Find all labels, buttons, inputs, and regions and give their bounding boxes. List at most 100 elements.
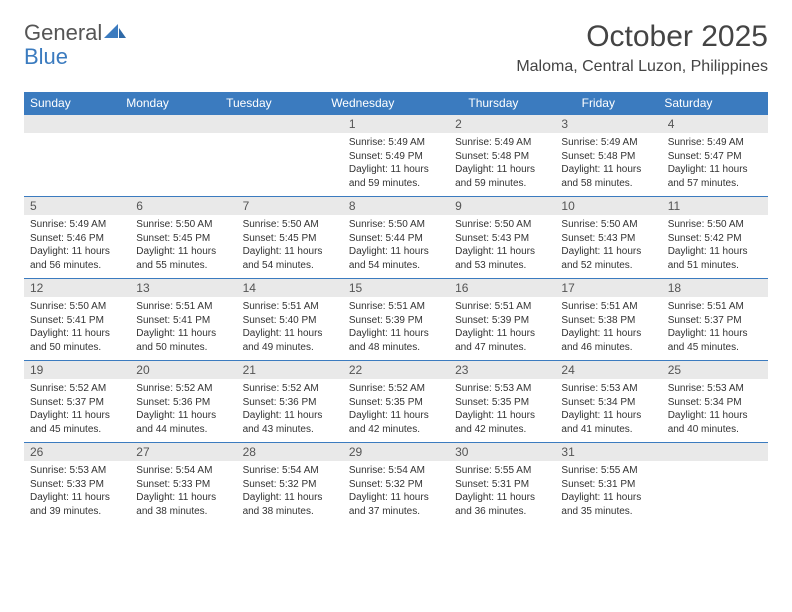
sunrise-text: Sunrise: 5:53 AM bbox=[455, 382, 549, 396]
calendar-week-row: 19Sunrise: 5:52 AMSunset: 5:37 PMDayligh… bbox=[24, 361, 768, 443]
sunset-text: Sunset: 5:40 PM bbox=[243, 314, 337, 328]
sunset-text: Sunset: 5:42 PM bbox=[668, 232, 762, 246]
calendar-day-cell: 12Sunrise: 5:50 AMSunset: 5:41 PMDayligh… bbox=[24, 279, 130, 361]
sunrise-text: Sunrise: 5:50 AM bbox=[349, 218, 443, 232]
sunrise-text: Sunrise: 5:52 AM bbox=[30, 382, 124, 396]
sunrise-text: Sunrise: 5:50 AM bbox=[668, 218, 762, 232]
sunset-text: Sunset: 5:44 PM bbox=[349, 232, 443, 246]
day-body bbox=[662, 461, 768, 521]
sunset-text: Sunset: 5:36 PM bbox=[136, 396, 230, 410]
daylight-text: Daylight: 11 hours and 40 minutes. bbox=[668, 409, 762, 436]
day-number: 9 bbox=[449, 197, 555, 215]
day-body: Sunrise: 5:52 AMSunset: 5:36 PMDaylight:… bbox=[237, 379, 343, 442]
calendar-week-row: 1Sunrise: 5:49 AMSunset: 5:49 PMDaylight… bbox=[24, 115, 768, 197]
calendar-day-cell: 8Sunrise: 5:50 AMSunset: 5:44 PMDaylight… bbox=[343, 197, 449, 279]
day-number: 15 bbox=[343, 279, 449, 297]
day-body: Sunrise: 5:51 AMSunset: 5:41 PMDaylight:… bbox=[130, 297, 236, 360]
calendar-day-cell: 28Sunrise: 5:54 AMSunset: 5:32 PMDayligh… bbox=[237, 443, 343, 525]
calendar-day-cell: 27Sunrise: 5:54 AMSunset: 5:33 PMDayligh… bbox=[130, 443, 236, 525]
sunrise-text: Sunrise: 5:49 AM bbox=[668, 136, 762, 150]
daylight-text: Daylight: 11 hours and 42 minutes. bbox=[455, 409, 549, 436]
daylight-text: Daylight: 11 hours and 53 minutes. bbox=[455, 245, 549, 272]
day-body: Sunrise: 5:51 AMSunset: 5:38 PMDaylight:… bbox=[555, 297, 661, 360]
day-body: Sunrise: 5:52 AMSunset: 5:36 PMDaylight:… bbox=[130, 379, 236, 442]
calendar-day-cell: 2Sunrise: 5:49 AMSunset: 5:48 PMDaylight… bbox=[449, 115, 555, 197]
day-body: Sunrise: 5:54 AMSunset: 5:32 PMDaylight:… bbox=[343, 461, 449, 524]
daylight-text: Daylight: 11 hours and 54 minutes. bbox=[349, 245, 443, 272]
day-header: Monday bbox=[120, 92, 220, 114]
day-number bbox=[24, 115, 130, 133]
day-number: 31 bbox=[555, 443, 661, 461]
sunset-text: Sunset: 5:33 PM bbox=[30, 478, 124, 492]
sunrise-text: Sunrise: 5:49 AM bbox=[349, 136, 443, 150]
sunrise-text: Sunrise: 5:51 AM bbox=[136, 300, 230, 314]
day-body: Sunrise: 5:50 AMSunset: 5:43 PMDaylight:… bbox=[555, 215, 661, 278]
day-body: Sunrise: 5:50 AMSunset: 5:45 PMDaylight:… bbox=[130, 215, 236, 278]
day-number bbox=[237, 115, 343, 133]
day-header: Tuesday bbox=[220, 92, 325, 114]
calendar-day-cell: 26Sunrise: 5:53 AMSunset: 5:33 PMDayligh… bbox=[24, 443, 130, 525]
sunset-text: Sunset: 5:34 PM bbox=[668, 396, 762, 410]
calendar-day-cell bbox=[237, 115, 343, 197]
sunset-text: Sunset: 5:49 PM bbox=[349, 150, 443, 164]
page-title: October 2025 bbox=[516, 20, 768, 54]
day-body: Sunrise: 5:49 AMSunset: 5:48 PMDaylight:… bbox=[449, 133, 555, 196]
daylight-text: Daylight: 11 hours and 43 minutes. bbox=[243, 409, 337, 436]
sunset-text: Sunset: 5:41 PM bbox=[30, 314, 124, 328]
day-body: Sunrise: 5:55 AMSunset: 5:31 PMDaylight:… bbox=[449, 461, 555, 524]
day-number: 22 bbox=[343, 361, 449, 379]
day-body: Sunrise: 5:53 AMSunset: 5:34 PMDaylight:… bbox=[555, 379, 661, 442]
calendar-day-cell: 17Sunrise: 5:51 AMSunset: 5:38 PMDayligh… bbox=[555, 279, 661, 361]
calendar-day-cell: 25Sunrise: 5:53 AMSunset: 5:34 PMDayligh… bbox=[662, 361, 768, 443]
day-number: 6 bbox=[130, 197, 236, 215]
sunset-text: Sunset: 5:48 PM bbox=[455, 150, 549, 164]
day-number: 27 bbox=[130, 443, 236, 461]
day-number: 28 bbox=[237, 443, 343, 461]
day-body: Sunrise: 5:51 AMSunset: 5:37 PMDaylight:… bbox=[662, 297, 768, 360]
day-number: 5 bbox=[24, 197, 130, 215]
day-number: 20 bbox=[130, 361, 236, 379]
daylight-text: Daylight: 11 hours and 47 minutes. bbox=[455, 327, 549, 354]
day-body bbox=[130, 133, 236, 193]
sunrise-text: Sunrise: 5:52 AM bbox=[349, 382, 443, 396]
sunset-text: Sunset: 5:48 PM bbox=[561, 150, 655, 164]
sunset-text: Sunset: 5:36 PM bbox=[243, 396, 337, 410]
day-body: Sunrise: 5:50 AMSunset: 5:45 PMDaylight:… bbox=[237, 215, 343, 278]
sunrise-text: Sunrise: 5:55 AM bbox=[561, 464, 655, 478]
sunrise-text: Sunrise: 5:49 AM bbox=[455, 136, 549, 150]
sunrise-text: Sunrise: 5:52 AM bbox=[243, 382, 337, 396]
day-number: 29 bbox=[343, 443, 449, 461]
daylight-text: Daylight: 11 hours and 42 minutes. bbox=[349, 409, 443, 436]
sunset-text: Sunset: 5:43 PM bbox=[455, 232, 549, 246]
day-number: 1 bbox=[343, 115, 449, 133]
sunrise-text: Sunrise: 5:53 AM bbox=[30, 464, 124, 478]
day-body: Sunrise: 5:51 AMSunset: 5:40 PMDaylight:… bbox=[237, 297, 343, 360]
daylight-text: Daylight: 11 hours and 55 minutes. bbox=[136, 245, 230, 272]
day-header: Friday bbox=[576, 92, 659, 114]
day-number: 19 bbox=[24, 361, 130, 379]
calendar-day-cell: 4Sunrise: 5:49 AMSunset: 5:47 PMDaylight… bbox=[662, 115, 768, 197]
calendar-week-row: 12Sunrise: 5:50 AMSunset: 5:41 PMDayligh… bbox=[24, 279, 768, 361]
sunset-text: Sunset: 5:32 PM bbox=[243, 478, 337, 492]
daylight-text: Daylight: 11 hours and 56 minutes. bbox=[30, 245, 124, 272]
day-number: 30 bbox=[449, 443, 555, 461]
day-number: 26 bbox=[24, 443, 130, 461]
logo-blue-row: Blue bbox=[24, 44, 68, 70]
calendar-day-cell: 29Sunrise: 5:54 AMSunset: 5:32 PMDayligh… bbox=[343, 443, 449, 525]
day-body: Sunrise: 5:53 AMSunset: 5:33 PMDaylight:… bbox=[24, 461, 130, 524]
day-body: Sunrise: 5:49 AMSunset: 5:48 PMDaylight:… bbox=[555, 133, 661, 196]
logo-text-blue: Blue bbox=[24, 44, 68, 69]
sunset-text: Sunset: 5:45 PM bbox=[243, 232, 337, 246]
daylight-text: Daylight: 11 hours and 35 minutes. bbox=[561, 491, 655, 518]
day-header: Sunday bbox=[24, 92, 120, 114]
day-body: Sunrise: 5:49 AMSunset: 5:47 PMDaylight:… bbox=[662, 133, 768, 196]
sunrise-text: Sunrise: 5:50 AM bbox=[136, 218, 230, 232]
day-body: Sunrise: 5:52 AMSunset: 5:35 PMDaylight:… bbox=[343, 379, 449, 442]
day-number: 13 bbox=[130, 279, 236, 297]
sunrise-text: Sunrise: 5:54 AM bbox=[136, 464, 230, 478]
sunrise-text: Sunrise: 5:51 AM bbox=[561, 300, 655, 314]
logo-sail-icon bbox=[104, 22, 126, 45]
sunrise-text: Sunrise: 5:49 AM bbox=[561, 136, 655, 150]
day-number: 7 bbox=[237, 197, 343, 215]
day-number: 2 bbox=[449, 115, 555, 133]
